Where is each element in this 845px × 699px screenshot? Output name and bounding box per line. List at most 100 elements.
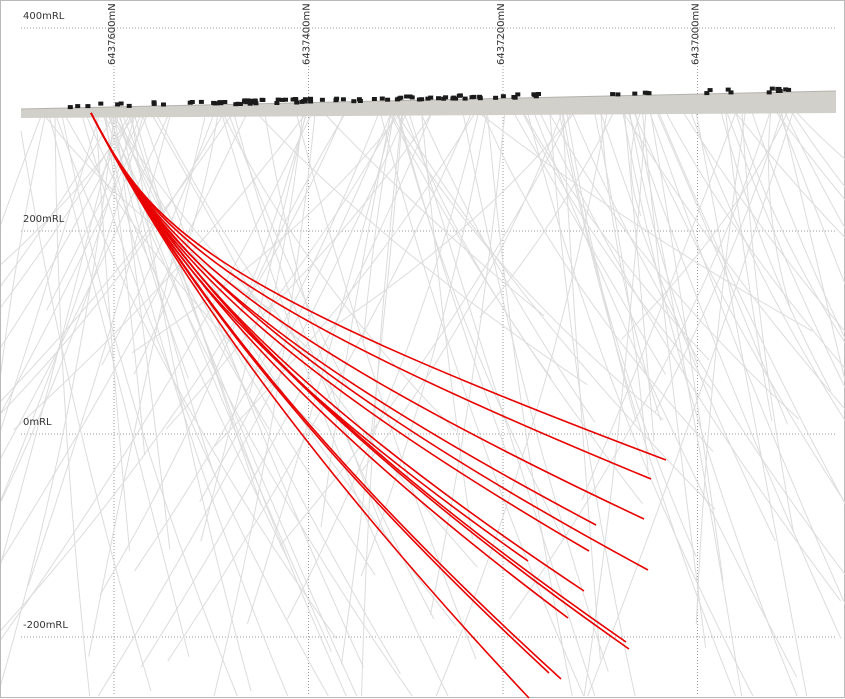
collar-marker[interactable] (404, 95, 409, 99)
background-drill-traces (1, 104, 845, 696)
background-trace (780, 105, 845, 488)
collar-marker[interactable] (398, 96, 403, 100)
collar-marker[interactable] (283, 98, 288, 102)
background-trace (537, 105, 841, 600)
collar-marker[interactable] (786, 88, 791, 92)
background-trace (122, 112, 401, 674)
background-trace (322, 110, 544, 315)
background-trace (734, 107, 845, 412)
collar-marker[interactable] (470, 95, 475, 99)
rl-label: -200mRL (23, 620, 68, 631)
collar-marker[interactable] (190, 100, 195, 104)
collar-marker[interactable] (199, 100, 204, 104)
background-trace (168, 109, 474, 662)
collar-marker[interactable] (308, 100, 313, 104)
collar-marker[interactable] (647, 91, 652, 95)
topographic-surface (21, 91, 836, 118)
background-trace (1, 109, 120, 696)
collar-marker[interactable] (351, 99, 356, 103)
collar-marker[interactable] (372, 97, 377, 101)
collar-marker[interactable] (161, 103, 166, 107)
collar-marker[interactable] (236, 102, 241, 106)
background-trace (624, 108, 654, 441)
collar-marker[interactable] (127, 104, 132, 108)
background-trace (725, 107, 772, 422)
collar-marker[interactable] (425, 97, 430, 101)
collar-marker[interactable] (436, 96, 441, 100)
background-trace (1, 109, 117, 499)
background-trace (47, 109, 144, 310)
rl-label: 400mRL (23, 11, 65, 22)
background-trace (688, 104, 845, 540)
collar-marker[interactable] (334, 98, 339, 102)
collar-marker[interactable] (493, 96, 498, 100)
collar-marker[interactable] (410, 95, 415, 99)
collar-marker[interactable] (385, 98, 390, 102)
collar-marker[interactable] (457, 94, 462, 98)
collar-marker[interactable] (770, 87, 775, 91)
collar-marker[interactable] (320, 98, 325, 102)
collar-marker[interactable] (119, 102, 124, 106)
collar-marker[interactable] (341, 97, 346, 101)
collar-marker[interactable] (218, 101, 223, 105)
collar-marker[interactable] (276, 98, 281, 102)
collar-marker[interactable] (512, 95, 517, 99)
collar-marker[interactable] (380, 97, 385, 101)
collar-marker[interactable] (260, 98, 265, 102)
background-trace (473, 108, 813, 332)
collar-marker[interactable] (726, 88, 731, 92)
collar-marker[interactable] (253, 99, 258, 103)
background-trace (680, 108, 845, 504)
collar-marker[interactable] (534, 94, 539, 98)
background-trace (549, 106, 635, 696)
collar-marker[interactable] (419, 97, 424, 101)
background-trace (222, 110, 457, 431)
collar-marker[interactable] (98, 102, 103, 106)
collar-marker[interactable] (443, 95, 448, 99)
background-trace (696, 107, 746, 624)
collar-marker[interactable] (610, 92, 615, 96)
background-trace (119, 109, 214, 474)
northing-label: 6437400mN (302, 3, 313, 65)
background-trace (622, 105, 798, 696)
rl-label: 0mRL (23, 417, 52, 428)
rl-label: 200mRL (23, 214, 65, 225)
collar-marker[interactable] (85, 104, 90, 108)
collar-marker[interactable] (68, 105, 73, 109)
collar-marker[interactable] (358, 99, 363, 103)
collar-marker[interactable] (632, 92, 637, 96)
background-trace (112, 110, 375, 575)
background-trace (1, 108, 249, 696)
collar-marker[interactable] (615, 92, 620, 96)
background-trace (436, 107, 608, 696)
collar-marker[interactable] (451, 96, 456, 100)
collar-marker[interactable] (75, 104, 80, 108)
background-trace (1, 111, 46, 518)
collar-marker[interactable] (299, 100, 304, 104)
background-trace (141, 111, 363, 668)
collar-marker[interactable] (242, 100, 247, 104)
collar-marker[interactable] (477, 95, 482, 99)
background-trace (1, 109, 102, 502)
collar-marker[interactable] (778, 89, 783, 93)
collar-marker[interactable] (767, 90, 772, 94)
collar-marker[interactable] (501, 94, 506, 98)
background-trace (792, 107, 845, 314)
collar-marker[interactable] (152, 102, 157, 106)
background-trace (321, 107, 392, 528)
northing-label: 6437200mN (496, 3, 507, 65)
background-trace (588, 106, 795, 696)
background-trace (233, 111, 434, 619)
background-trace (742, 106, 794, 533)
collar-marker[interactable] (463, 97, 468, 101)
collar-marker[interactable] (291, 98, 296, 102)
background-trace (629, 107, 698, 365)
background-trace (55, 112, 90, 696)
background-trace (782, 105, 845, 463)
northing-label: 6437600mN (107, 3, 118, 65)
collar-marker[interactable] (708, 88, 713, 92)
northing-label: 6437000mN (691, 3, 702, 65)
background-trace (695, 108, 807, 696)
